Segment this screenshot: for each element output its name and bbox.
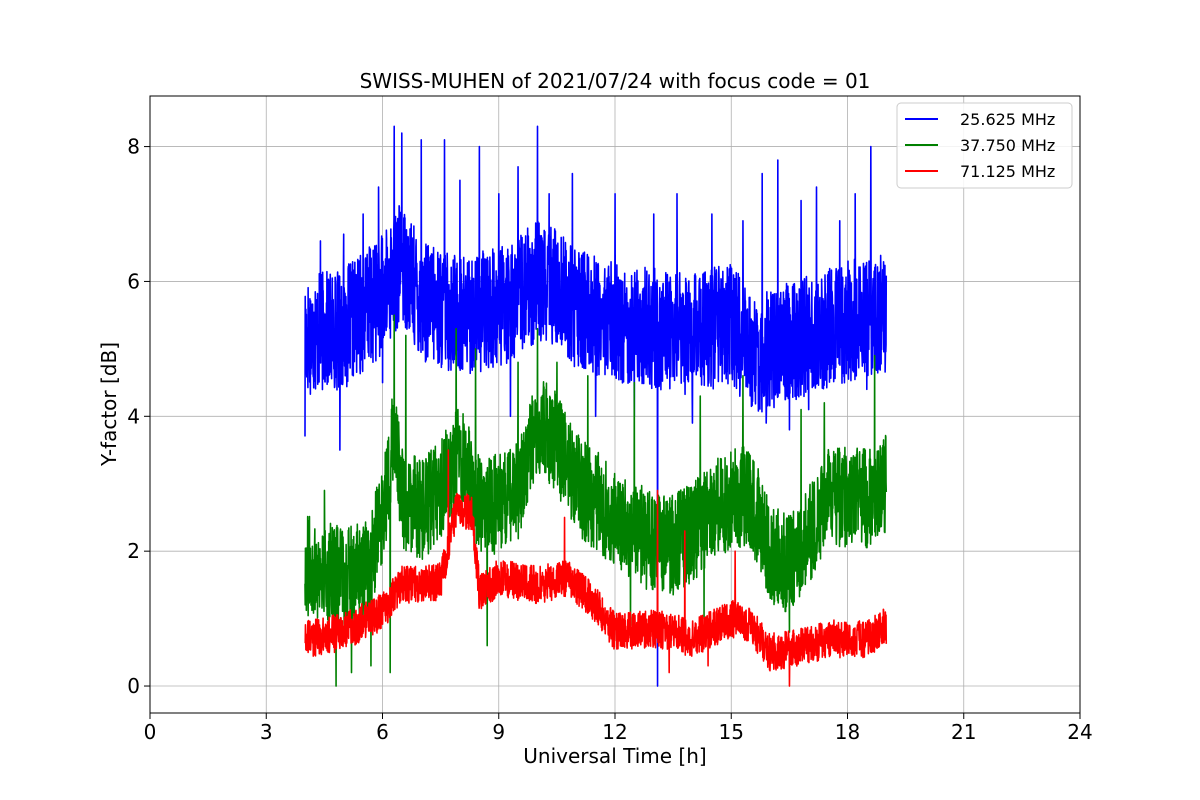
x-tick-label: 9: [492, 720, 505, 744]
legend-entry-2: 71.125 MHz: [960, 162, 1055, 181]
legend-box: [896, 102, 1073, 189]
y-tick-label: 4: [127, 404, 140, 428]
y-axis: 0 2 4 6 8: [127, 135, 150, 698]
y-axis-label: Y-factor [dB]: [97, 342, 121, 467]
series-line-1: [304, 314, 888, 687]
y-tick-label: 8: [127, 135, 140, 159]
x-tick-label: 15: [719, 720, 744, 744]
x-tick-label: 6: [376, 720, 389, 744]
legend: 25.625 MHz 37.750 MHz 71.125 MHz: [896, 102, 1073, 189]
x-tick-label: 24: [1067, 720, 1092, 744]
x-tick-label: 18: [835, 720, 860, 744]
legend-entry-0: 25.625 MHz: [960, 110, 1055, 129]
legend-entry-1: 37.750 MHz: [960, 136, 1055, 155]
x-tick-label: 3: [260, 720, 273, 744]
series-layer: [304, 125, 888, 687]
y-tick-label: 0: [127, 674, 140, 698]
chart-title: SWISS-MUHEN of 2021/07/24 with focus cod…: [360, 69, 871, 93]
y-tick-label: 2: [127, 539, 140, 563]
x-tick-label: 0: [144, 720, 157, 744]
series-line-2: [304, 449, 888, 687]
y-tick-label: 6: [127, 269, 140, 293]
x-tick-label: 12: [602, 720, 627, 744]
series-line-0: [304, 125, 888, 687]
x-axis-label: Universal Time [h]: [523, 744, 706, 768]
x-axis: 0 3 6 9 12 15 18 21 24: [144, 713, 1093, 744]
x-tick-label: 21: [951, 720, 976, 744]
